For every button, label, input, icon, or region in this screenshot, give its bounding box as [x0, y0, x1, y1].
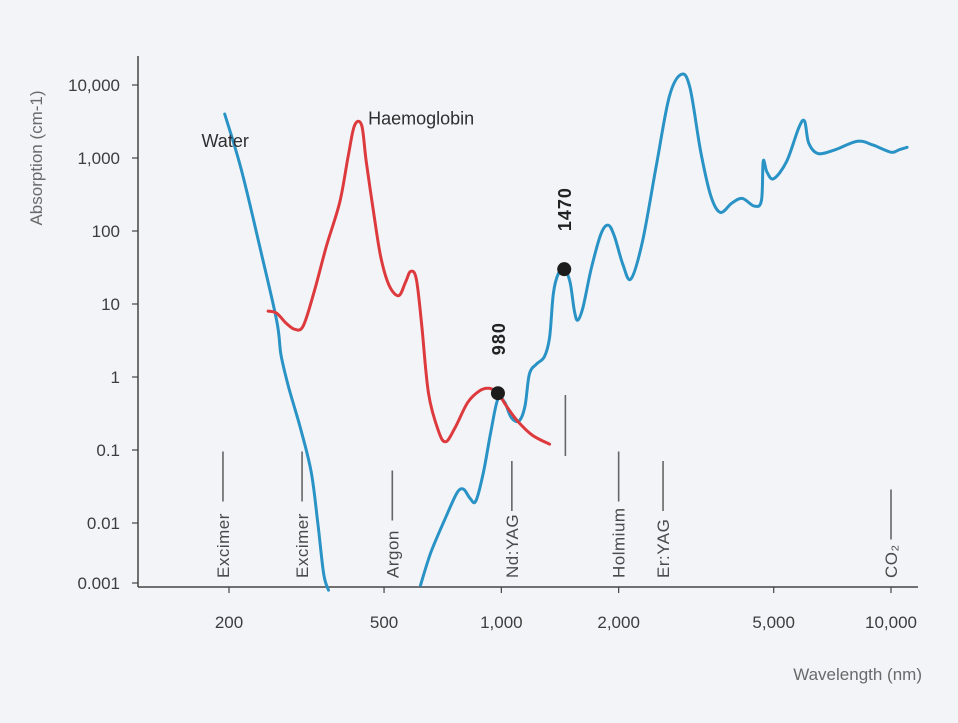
haemoglobin-line: [266, 119, 552, 446]
haemoglobin-series-label: Haemoglobin: [368, 108, 474, 128]
annotation-point-980: [490, 386, 505, 401]
laser-label: CO₂: [882, 544, 901, 578]
x-tick-label: 1,000: [480, 613, 523, 632]
annotation-label-1470: 1470: [555, 187, 575, 231]
laser-label: Excimer: [214, 513, 233, 578]
y-axis-title: Absorption (cm-1): [27, 90, 46, 225]
y-tick-label: 100: [92, 222, 120, 241]
x-tick-label: 2,000: [597, 613, 640, 632]
annotation-label-980: 980: [489, 322, 509, 355]
water-line: [223, 112, 330, 592]
annotation-point-1470: [557, 262, 572, 277]
y-tick-label: 10,000: [68, 76, 120, 95]
wavelength-annotations: 980 1470: [489, 187, 575, 401]
y-tick-label: 10: [101, 295, 120, 314]
y-tick-label: 0.001: [77, 574, 120, 593]
x-axis-title: Wavelength (nm): [793, 665, 922, 684]
water-series-label: Water: [201, 131, 248, 151]
series-labels: Water Haemoglobin: [201, 108, 474, 151]
y-tick-label: 1,000: [77, 149, 120, 168]
x-tick-label: 500: [370, 613, 398, 632]
laser-markers: Excimer Excimer Argon Nd:YAG Holmium Er:YAG CO…: [214, 395, 901, 578]
laser-label: Holmium: [610, 507, 629, 578]
laser-label: Er:YAG: [654, 519, 673, 578]
y-tick-label: 0.01: [87, 514, 120, 533]
y-tick-label: 0.1: [96, 441, 120, 460]
x-tick-label: 200: [215, 613, 243, 632]
y-tick-label: 1: [111, 368, 120, 387]
laser-label: Argon: [383, 530, 402, 578]
axes: [137, 56, 918, 588]
laser-label: Nd:YAG: [503, 514, 522, 578]
laser-label: Excimer: [293, 513, 312, 578]
x-ticks: 200 500 1,000 2,000 5,000 10,000: [215, 587, 917, 632]
x-tick-label: 10,000: [865, 613, 917, 632]
x-tick-label: 5,000: [752, 613, 795, 632]
y-ticks: 10,000 1,000 100 10 1 0.1 0.01 0.001: [68, 76, 138, 593]
series-lines: [223, 72, 909, 592]
